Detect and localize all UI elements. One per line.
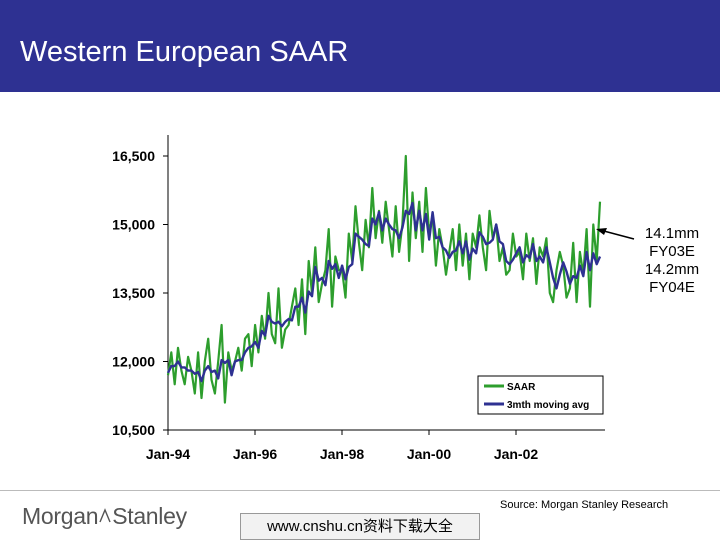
annotation-line: FY04E (649, 279, 695, 296)
x-tick-label: Jan-98 (320, 446, 365, 462)
y-tick-label: 15,000 (112, 217, 155, 233)
x-tick-label: Jan-02 (494, 446, 539, 462)
legend-box (477, 375, 604, 415)
y-tick-label: 10,500 (112, 422, 155, 438)
moving-avg-series-line (166, 201, 602, 383)
logo-text-right: Stanley (112, 503, 187, 529)
arrow-head (596, 228, 607, 235)
chart-legend: SAAR 3mth moving avg (477, 375, 604, 415)
chart-series (166, 154, 602, 404)
y-tick-label: 12,000 (112, 354, 155, 370)
legend-label: 3mth moving avg (507, 400, 589, 411)
x-tick-label: Jan-96 (233, 446, 278, 462)
morgan-stanley-logo: Morgan Stanley (22, 503, 187, 530)
legend-label: SAAR (507, 382, 536, 393)
forecast-annotation: 14.1mm FY03E 14.2mm FY04E (632, 225, 712, 297)
logo-text-left: Morgan (22, 503, 99, 529)
page-title: Western European SAAR (20, 36, 349, 68)
x-tick-label: Jan-00 (407, 446, 452, 462)
arrow-line (599, 229, 635, 240)
annotation-line: 14.2mm (644, 261, 700, 278)
footer-divider (0, 490, 720, 491)
source-note: Source: Morgan Stanley Research (500, 499, 669, 511)
annotation-line: FY03E (649, 243, 695, 260)
x-tick-label: Jan-94 (146, 446, 191, 462)
annotation-arrow (596, 228, 635, 240)
logo-mark-icon (99, 503, 111, 523)
watermark-link[interactable]: www.cnshu.cn资料下载大全 (240, 513, 480, 540)
y-tick-label: 16,500 (112, 148, 155, 164)
annotation-line: 14.1mm (644, 225, 700, 242)
y-tick-label: 13,500 (112, 285, 155, 301)
title-bar: Western European SAAR (0, 0, 720, 92)
chart-axes: 10,500 12,000 13,500 15,000 16,500 Jan-94 Jan-… (112, 135, 605, 462)
